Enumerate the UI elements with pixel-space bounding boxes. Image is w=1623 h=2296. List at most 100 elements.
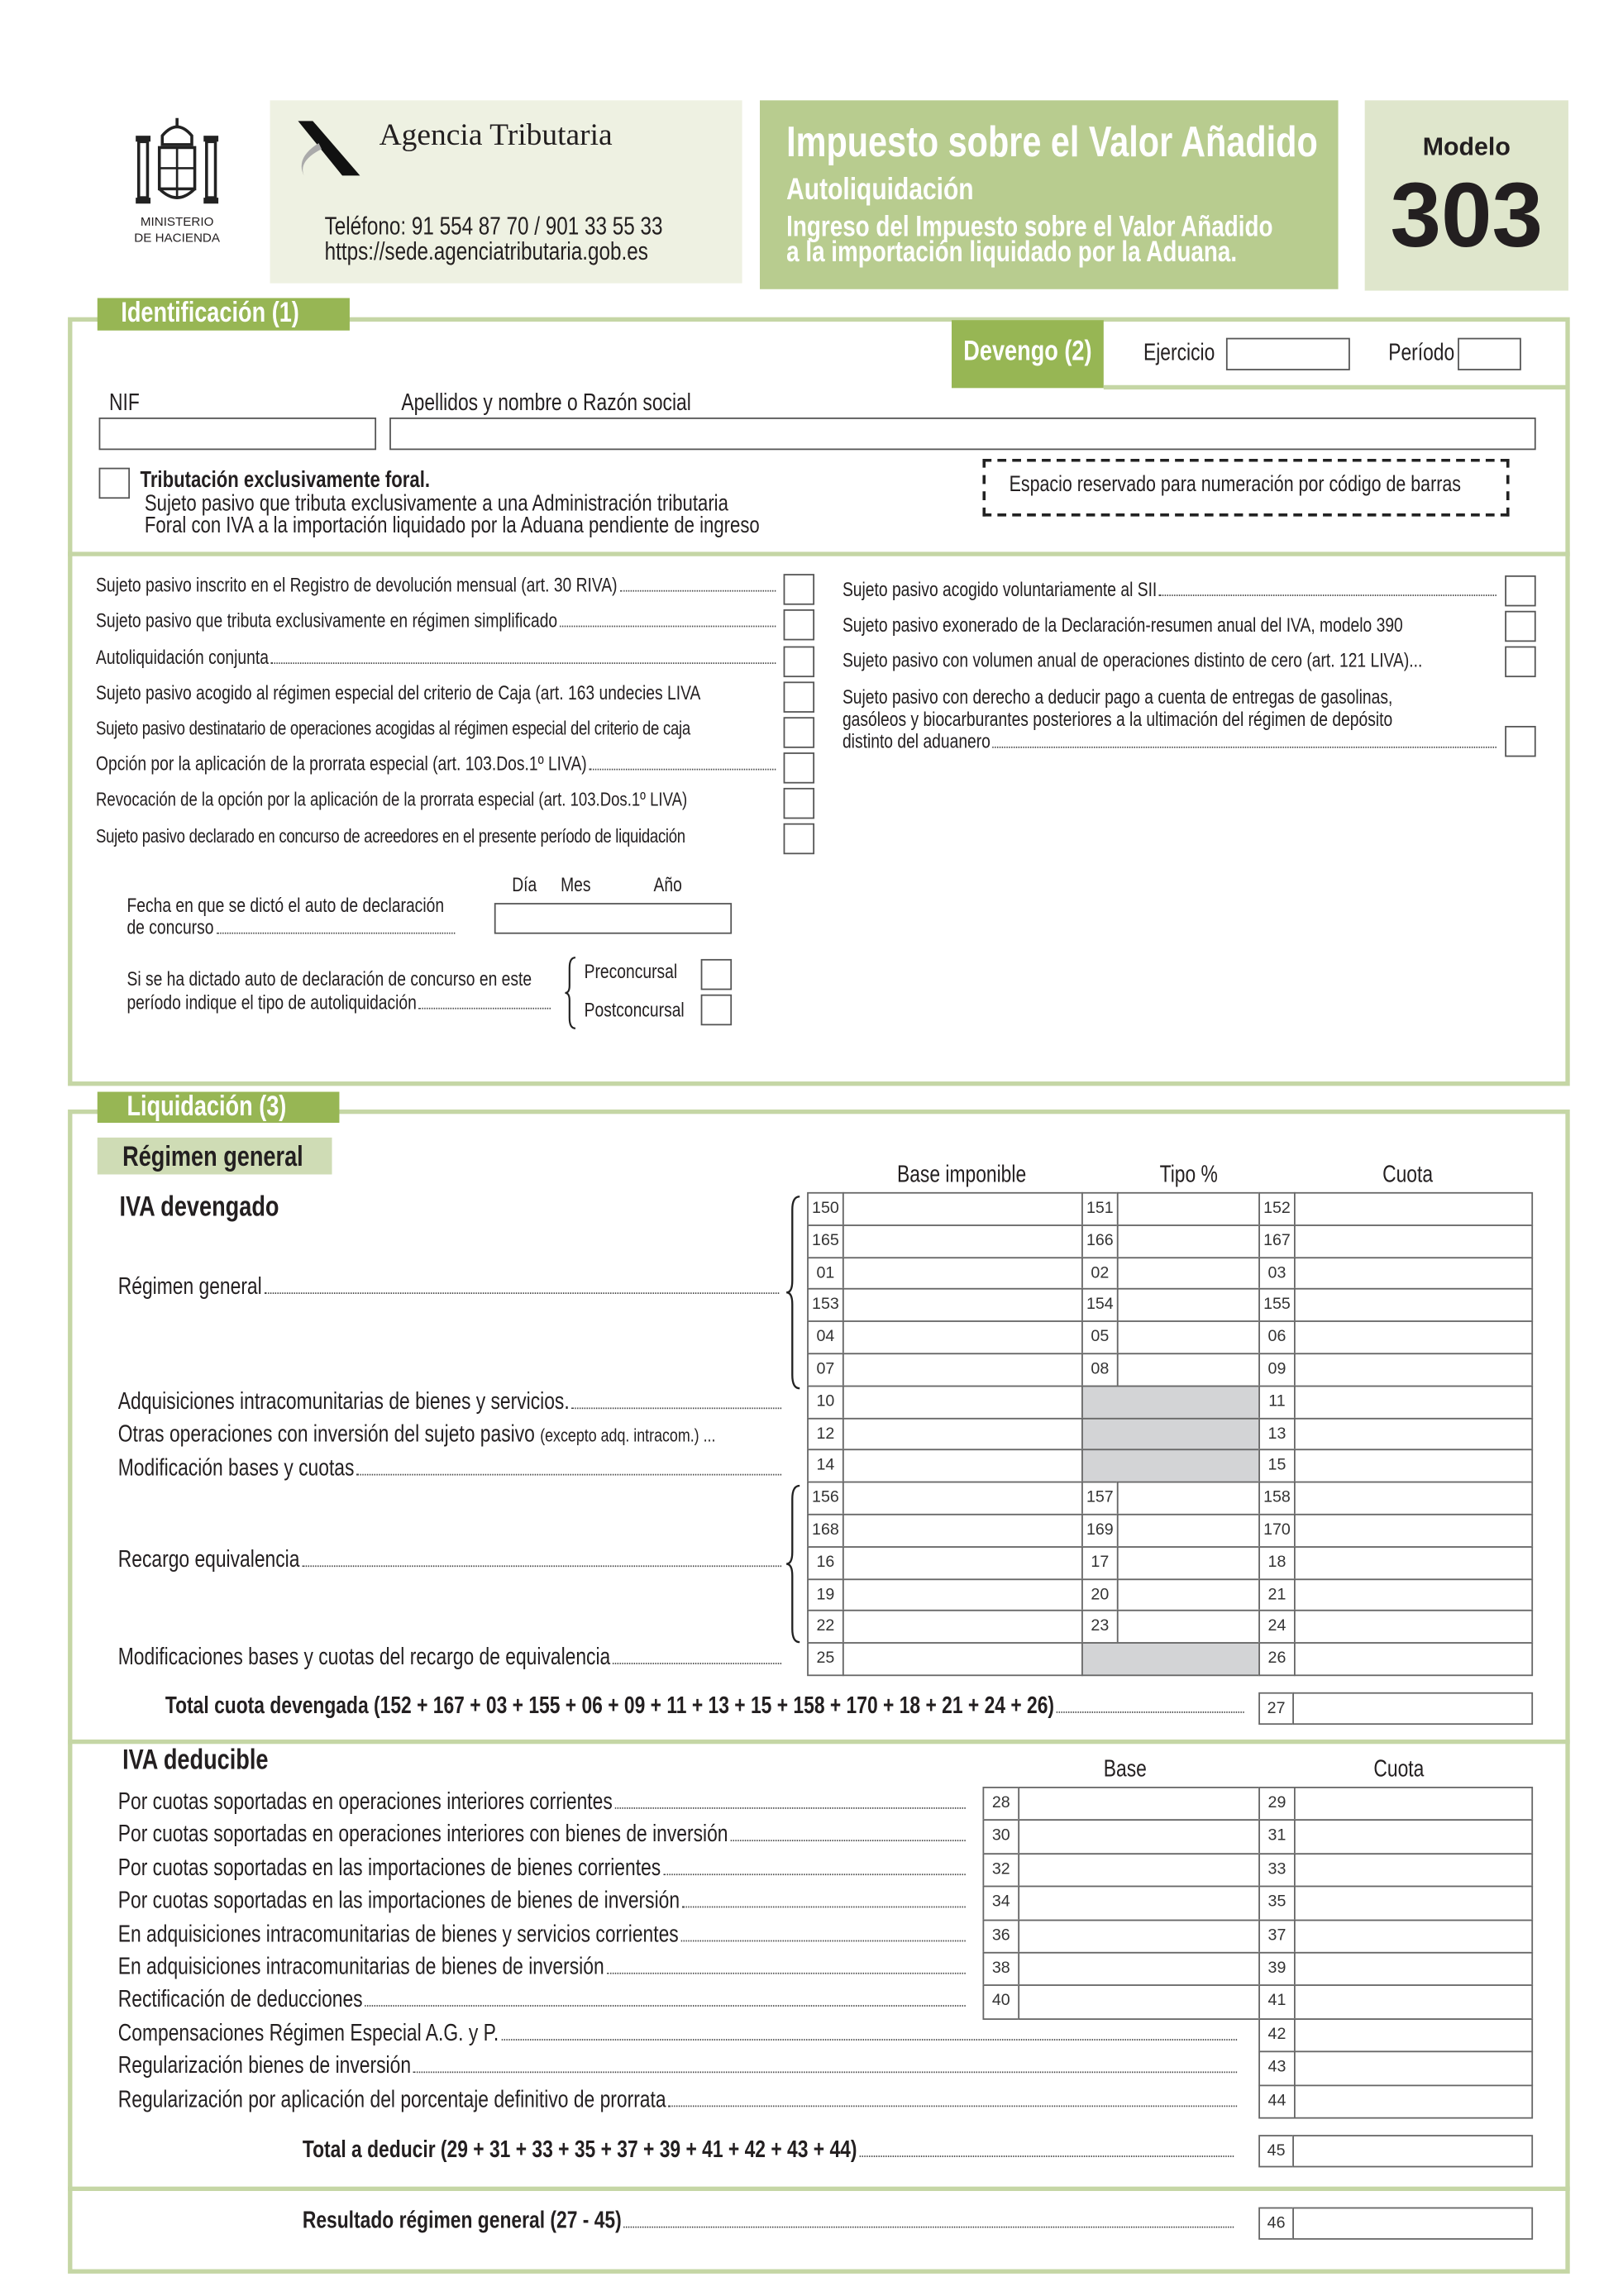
cuota-input-170[interactable] [1294,1513,1534,1548]
cuota-deducible-input-42[interactable] [1294,2017,1534,2053]
tipo-input-08[interactable] [1116,1353,1260,1387]
tipo-input-20[interactable] [1116,1578,1260,1612]
tipo-input-02[interactable] [1116,1256,1260,1291]
checkbox-autoliquidacion-conjunta[interactable] [783,646,815,678]
checkbox-exonerado-390[interactable] [1505,610,1536,642]
casilla-46-input[interactable] [1292,2207,1534,2240]
cuota-input-18[interactable] [1294,1545,1534,1580]
casilla-code-25: 25 [807,1642,844,1677]
cuota-input-06[interactable] [1294,1320,1534,1355]
base-imponible-input-07[interactable] [842,1353,1083,1387]
base-imponible-input-19[interactable] [842,1578,1083,1612]
cuota-input-11[interactable] [1294,1385,1534,1419]
cuota-input-21[interactable] [1294,1578,1534,1612]
cuota-deducible-input-31[interactable] [1294,1819,1534,1854]
checkbox-concurso-acreedores[interactable] [783,823,815,855]
checkbox-sii[interactable] [1505,575,1536,607]
cuota-input-15[interactable] [1294,1449,1534,1483]
cuota-deducible-input-29[interactable] [1294,1787,1534,1821]
base-input-30[interactable] [1018,1819,1260,1854]
base-imponible-input-16[interactable] [842,1545,1083,1580]
razon-social-input[interactable] [389,418,1536,451]
deducible-row-label: Rectificación de deducciones [118,1988,968,2013]
periodo-input[interactable] [1458,337,1521,370]
base-input-28[interactable] [1018,1787,1260,1821]
checkbox-devolucion-mensual[interactable] [783,574,815,605]
base-imponible-input-14[interactable] [842,1449,1083,1483]
casilla-45-input[interactable] [1292,2135,1534,2168]
nif-input[interactable] [98,418,377,451]
tipo-input-151[interactable] [1116,1191,1260,1226]
cuota-deducible-input-39[interactable] [1294,1951,1534,1987]
fecha-concurso-input[interactable] [494,903,733,934]
base-imponible-input-165[interactable] [842,1224,1083,1258]
cuota-deducible-input-44[interactable] [1294,2084,1534,2119]
casilla-code-02: 02 [1081,1256,1119,1291]
checkbox-gasolinas[interactable] [1505,725,1536,757]
base-imponible-input-156[interactable] [842,1481,1083,1516]
cuota-deducible-input-33[interactable] [1294,1852,1534,1888]
base-input-40[interactable] [1018,1984,1260,2020]
cuota-input-158[interactable] [1294,1481,1534,1516]
col-header-tipo: Tipo % [1159,1162,1218,1188]
cuota-deducible-input-37[interactable] [1294,1918,1534,1954]
base-imponible-input-22[interactable] [842,1610,1083,1644]
iva-deducible-heading: IVA deducible [122,1745,269,1777]
cuota-input-09[interactable] [1294,1353,1534,1387]
casilla-code-152: 152 [1258,1191,1296,1226]
checkbox-regimen-simplificado[interactable] [783,609,815,641]
cuota-input-03[interactable] [1294,1256,1534,1291]
cuota-deducible-input-35[interactable] [1294,1885,1534,1921]
casilla-code-43: 43 [1258,2050,1296,2086]
base-imponible-input-168[interactable] [842,1513,1083,1548]
casilla-code-03: 03 [1258,1256,1296,1291]
preconcursal-checkbox[interactable] [700,958,733,990]
base-imponible-input-25[interactable] [842,1642,1083,1677]
ministry-name-line1: MINISTERIO [140,213,214,229]
tipo-input-169[interactable] [1116,1513,1260,1548]
agency-url[interactable]: https://sede.agenciatributaria.gob.es [324,237,648,266]
checkbox-revocacion-prorrata[interactable] [783,787,815,819]
checkbox-destinatario-criterio-caja[interactable] [783,717,815,748]
resultado-regimen-general-label: Resultado régimen general (27 - 45) [303,2209,1236,2234]
cuota-input-24[interactable] [1294,1610,1534,1644]
base-imponible-input-01[interactable] [842,1256,1083,1291]
checkbox-criterio-caja[interactable] [783,681,815,713]
base-imponible-input-153[interactable] [842,1288,1083,1323]
tipo-input-166[interactable] [1116,1224,1260,1258]
base-imponible-input-150[interactable] [842,1191,1083,1226]
base-input-36[interactable] [1018,1918,1260,1954]
cuota-deducible-input-41[interactable] [1294,1984,1534,2020]
cuota-input-152[interactable] [1294,1191,1534,1226]
postconcursal-checkbox[interactable] [700,994,733,1026]
tipo-input-154[interactable] [1116,1288,1260,1323]
cuota-deducible-input-43[interactable] [1294,2050,1534,2086]
casilla-code-33: 33 [1258,1852,1296,1888]
base-imponible-input-04[interactable] [842,1320,1083,1355]
tipo-input-23[interactable] [1116,1610,1260,1644]
casilla-code-38: 38 [982,1951,1020,1987]
casilla-code-156: 156 [807,1481,844,1516]
base-imponible-input-12[interactable] [842,1417,1083,1451]
base-imponible-input-10[interactable] [842,1385,1083,1419]
foral-checkbox[interactable] [98,467,131,499]
cuota-input-167[interactable] [1294,1224,1534,1258]
checkbox-opcion-prorrata[interactable] [783,752,815,784]
ejercicio-input[interactable] [1225,337,1350,370]
form-description-line1: Ingreso del Impuesto sobre el Valor Añad… [786,211,1273,244]
casilla-code-45: 45 [1258,2135,1295,2168]
cuota-input-13[interactable] [1294,1417,1534,1451]
checkbox-volumen-anual[interactable] [1505,646,1536,678]
tipo-input-05[interactable] [1116,1320,1260,1355]
cuota-input-155[interactable] [1294,1288,1534,1323]
base-input-34[interactable] [1018,1885,1260,1921]
casilla-code-29: 29 [1258,1787,1296,1821]
identificacion-tab: Identificación (1) [97,298,350,331]
base-input-32[interactable] [1018,1852,1260,1888]
base-input-38[interactable] [1018,1951,1260,1987]
tipo-input-17[interactable] [1116,1545,1260,1580]
ministry-name-line2: DE HACIENDA [134,230,220,246]
tipo-input-157[interactable] [1116,1481,1260,1516]
cuota-input-26[interactable] [1294,1642,1534,1677]
casilla-27-input[interactable] [1292,1692,1534,1726]
